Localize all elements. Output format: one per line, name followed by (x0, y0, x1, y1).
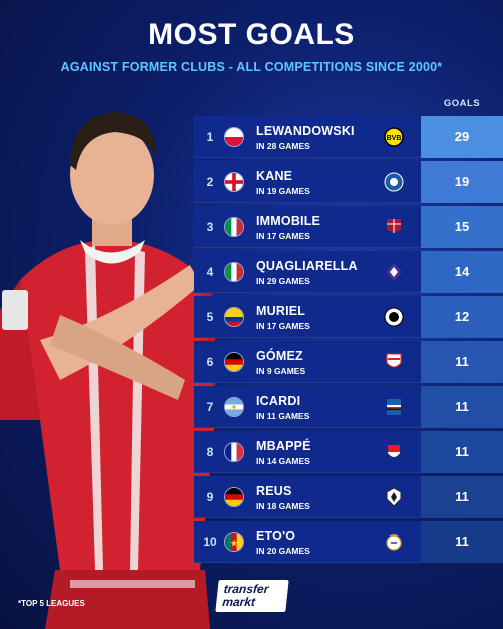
svg-text:BVB: BVB (387, 135, 402, 142)
games-count: IN 29 GAMES (256, 276, 310, 286)
player-name: MURIEL (256, 304, 306, 318)
udinese-crest-icon (384, 307, 404, 327)
bvb-crest-icon: BVB (384, 127, 404, 147)
player-name: KANE (256, 169, 293, 183)
logo-text-line2: markt (221, 595, 256, 609)
germany-flag-icon (224, 487, 244, 507)
table-row: 10 ETO'O IN 20 GAMES 11 (194, 521, 503, 563)
page-title: MOST GOALS (148, 18, 355, 51)
goals-value: 14 (421, 251, 503, 293)
games-count: IN 20 GAMES (256, 546, 310, 556)
poland-flag-icon (224, 127, 244, 147)
row-rank: 3 (206, 220, 214, 234)
games-count: IN 17 GAMES (256, 321, 310, 331)
row-rank: 4 (206, 265, 214, 279)
transfermarkt-logo: transfer markt (215, 580, 289, 612)
player-name: LEWANDOWSKI (256, 124, 355, 138)
goals-column-header: GOALS (443, 98, 481, 109)
italy-flag-icon (224, 217, 244, 237)
games-count: IN 19 GAMES (256, 186, 310, 196)
games-count: IN 28 GAMES (256, 141, 310, 151)
real-madrid-crest-icon (386, 534, 402, 551)
page-subtitle: AGAINST FORMER CLUBS - ALL COMPETITIONS … (60, 60, 443, 74)
monaco-crest-icon (388, 445, 400, 457)
goals-value: 11 (421, 521, 503, 563)
goals-value: 11 (421, 476, 503, 518)
table-row: 2 KANE IN 19 GAMES 19 (194, 161, 503, 203)
logo-text-line1: transfer (223, 582, 270, 596)
games-count: IN 9 GAMES (256, 366, 306, 376)
games-count: IN 18 GAMES (256, 501, 310, 511)
fiorentina-crest-icon (386, 263, 402, 281)
player-name: ETO'O (256, 529, 296, 543)
player-name: REUS (256, 484, 292, 498)
table-row: 3 IMMOBILE IN 17 GAMES 15 (194, 206, 503, 248)
goals-value: 15 (421, 206, 503, 248)
stuttgart-crest-icon (386, 353, 402, 368)
row-rank: 6 (206, 355, 214, 369)
table-row: 1 LEWANDOWSKI IN 28 GAMES BVB 29 (194, 116, 503, 158)
gladbach-crest-icon (386, 487, 402, 507)
row-rank: 8 (206, 445, 214, 459)
goals-value: 11 (421, 341, 503, 383)
row-rank: 2 (206, 175, 214, 189)
games-count: IN 17 GAMES (256, 231, 310, 241)
row-rank: 10 (203, 535, 217, 549)
table-row: 4 QUAGLIARELLA IN 29 GAMES 14 (194, 251, 503, 293)
germany-flag-icon (224, 352, 244, 372)
sampdoria-crest-icon (387, 399, 401, 415)
table-row: 6 GÓMEZ IN 9 GAMES 11 (194, 341, 503, 383)
player-photo (0, 112, 215, 629)
cameroon-flag-icon (224, 532, 244, 552)
row-rank: 1 (206, 130, 214, 144)
games-count: IN 11 GAMES (256, 411, 310, 421)
colombia-flag-icon (224, 307, 244, 327)
argentina-flag-icon (224, 397, 244, 417)
italy-flag-icon (224, 262, 244, 282)
table-row: 7 ICARDI IN 11 GAMES 11 (194, 386, 503, 428)
goals-value: 11 (421, 386, 503, 428)
goals-value: 12 (421, 296, 503, 338)
goals-value: 19 (421, 161, 503, 203)
footnote: *TOP 5 LEAGUES (18, 599, 85, 608)
table-row: 5 MURIEL IN 17 GAMES 12 (194, 296, 503, 338)
player-name: ICARDI (256, 394, 301, 408)
france-flag-icon (224, 442, 244, 462)
goals-value: 11 (421, 431, 503, 473)
row-rank: 7 (206, 400, 214, 414)
player-name: GÓMEZ (256, 349, 303, 363)
row-rank: 5 (206, 310, 214, 324)
player-name: IMMOBILE (256, 214, 321, 228)
leicester-crest-icon (384, 172, 404, 192)
games-count: IN 14 GAMES (256, 456, 310, 466)
row-rank: 9 (206, 490, 214, 504)
england-flag-icon (224, 172, 244, 192)
player-name: MBAPPÉ (256, 439, 311, 453)
table-row: 9 REUS IN 18 GAMES 11 (194, 476, 503, 518)
genoa-crest-icon (387, 219, 401, 233)
player-name: QUAGLIARELLA (256, 259, 358, 273)
goals-value: 29 (421, 116, 503, 158)
table-row: 8 MBAPPÉ IN 14 GAMES 11 (194, 431, 503, 473)
